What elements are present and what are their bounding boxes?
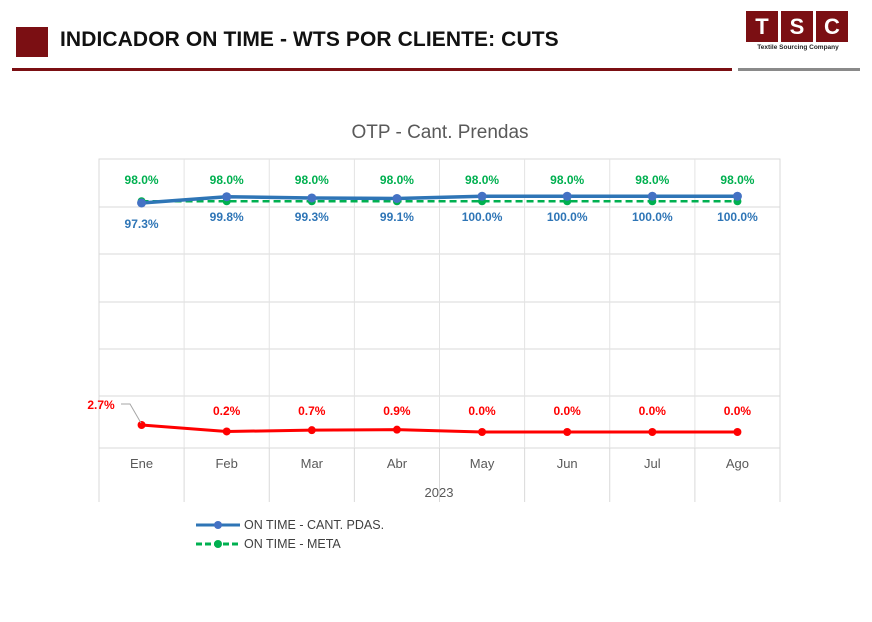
logo-letter: T [746,11,778,42]
chart-grid [98,158,781,502]
data-label: 98.0% [210,173,244,187]
x-tick-label: Feb [215,456,237,471]
series-marker [647,191,657,201]
series-marker [648,428,657,436]
series-marker [732,191,742,201]
legend-swatch-marker [214,521,222,529]
legend-entry: ON TIME - META [244,537,341,551]
series-marker [137,198,147,208]
series-marker [563,428,572,436]
x-tick-label: May [470,456,495,471]
data-label-leader [121,403,142,424]
logo-letter: S [781,11,813,42]
x-tick-label: Ene [130,456,153,471]
data-label: 98.0% [295,173,329,187]
series-marker [392,193,402,203]
data-label: 98.0% [380,173,414,187]
series-marker [477,191,487,201]
legend-entry: ON TIME - CANT. PDAS. [244,518,384,532]
data-label: 0.0% [468,404,496,418]
series-marker [478,428,487,436]
x-tick-label: Ago [726,456,749,471]
header-divider-red [12,68,732,71]
data-label: 98.0% [550,173,584,187]
data-label: 98.0% [125,173,159,187]
series-marker [222,192,232,202]
page-title: INDICADOR ON TIME - WTS POR CLIENTE: CUT… [60,28,559,51]
data-label: 98.0% [635,173,669,187]
data-label: 0.9% [383,404,411,418]
series-marker [307,193,317,203]
data-label: 99.8% [210,210,244,224]
series-marker [392,425,401,434]
data-label: 98.0% [720,173,754,187]
series-marker [733,428,742,436]
data-label: 0.0% [554,404,582,418]
data-label: 100.0% [547,210,588,224]
data-label: 97.3% [125,217,159,231]
chart-legend: ON TIME - CANT. PDAS. ON TIME - META [196,518,384,551]
data-label: 0.0% [639,404,667,418]
chart-series: 97.3% 99.8% 99.3% 99.1% 100.0% 100.0% 100.0% 10… [87,173,758,436]
series-marker [562,191,572,201]
company-logo: T S C Textile Sourcing Company [746,11,850,51]
data-label: 2.7% [87,398,115,412]
x-axis-label: 2023 [425,485,454,500]
x-tick-label: Abr [387,456,408,471]
data-label: 100.0% [462,210,503,224]
x-tick-label: Jul [644,456,661,471]
data-label: 100.0% [717,210,758,224]
data-label: 0.2% [213,404,241,418]
series-marker [137,421,146,429]
series-marker [222,427,231,436]
data-label: 0.0% [724,404,752,418]
data-label: 99.3% [295,210,329,224]
x-axis-ticks: Ene Feb Mar Abr May Jun Jul Ago [130,456,749,471]
legend-swatch-marker [214,540,222,548]
chart-title: OTP - Cant. Prendas [351,122,528,143]
x-tick-label: Mar [301,456,324,471]
series-line [141,423,738,434]
header-divider-gray [738,68,860,71]
series-marker [307,426,316,435]
data-label: 99.1% [380,210,414,224]
data-label: 100.0% [632,210,673,224]
data-label: 98.0% [465,173,499,187]
logo-letters: T S C [746,11,850,42]
series-line [141,194,738,205]
logo-letter: C [816,11,848,42]
logo-subtitle: Textile Sourcing Company [757,44,839,51]
title-accent-square [16,27,48,57]
x-tick-label: Jun [557,456,578,471]
data-label: 0.7% [298,404,326,418]
